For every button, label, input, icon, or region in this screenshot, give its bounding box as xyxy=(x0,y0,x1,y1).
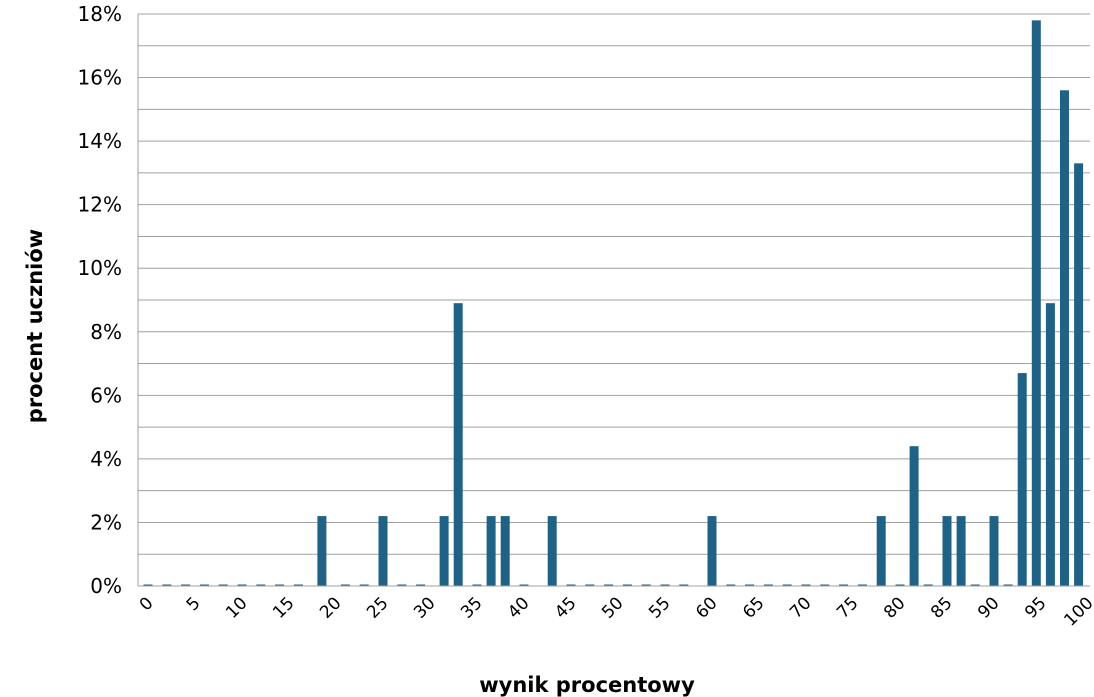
y-tick-label: 18% xyxy=(78,2,122,26)
x-tick-label: 65 xyxy=(739,593,768,622)
x-tick-label: 40 xyxy=(504,593,533,622)
y-tick-label: 2% xyxy=(90,510,122,534)
bar xyxy=(237,584,247,586)
x-tick-label: 5 xyxy=(183,593,205,615)
bar xyxy=(566,584,576,586)
y-tick-label: 16% xyxy=(78,66,122,90)
y-tick-label: 12% xyxy=(78,193,122,217)
bar xyxy=(876,516,886,586)
bar xyxy=(726,584,736,586)
bar xyxy=(970,584,980,586)
bar xyxy=(472,584,482,586)
bar xyxy=(745,584,755,586)
y-tick-label: 0% xyxy=(90,574,122,598)
bar xyxy=(397,584,407,586)
bar xyxy=(547,516,557,586)
bar xyxy=(1031,20,1041,587)
bar xyxy=(679,584,689,586)
bar xyxy=(763,584,773,586)
y-tick-label: 6% xyxy=(90,383,122,407)
x-tick-label: 50 xyxy=(598,593,627,622)
bar xyxy=(199,584,209,586)
bar xyxy=(923,584,933,586)
x-axis-title: wynik procentowy xyxy=(479,673,695,697)
bar xyxy=(585,584,595,586)
bar xyxy=(439,516,449,586)
bar xyxy=(340,584,350,586)
x-tick-label: 85 xyxy=(927,593,956,622)
bar xyxy=(519,584,529,586)
y-tick-label: 8% xyxy=(90,320,122,344)
axes xyxy=(137,14,1090,587)
y-axis-title: procent uczniów xyxy=(23,229,47,423)
bar xyxy=(317,516,327,586)
bar xyxy=(641,584,651,586)
x-tick-label: 95 xyxy=(1021,593,1050,622)
bar xyxy=(162,584,172,586)
bar xyxy=(956,516,966,586)
bar xyxy=(1045,303,1055,586)
x-tick-label: 30 xyxy=(410,593,439,622)
bar xyxy=(839,584,849,586)
bar xyxy=(416,584,426,586)
bar xyxy=(782,584,792,586)
bar xyxy=(801,584,811,586)
bar xyxy=(1074,163,1084,586)
bar xyxy=(378,516,388,586)
x-tick-labels: 0 5 10 15 20 25 30 35 40 45 50 55 60 65 70 75 80 85 90 95 10… xyxy=(136,593,1094,630)
bar xyxy=(857,584,867,586)
bar xyxy=(942,516,952,586)
y-tick-label: 14% xyxy=(78,129,122,153)
bar xyxy=(181,584,191,586)
bar xyxy=(660,584,670,586)
gridlines xyxy=(138,13,1090,587)
x-tick-label: 70 xyxy=(786,593,815,622)
bar xyxy=(453,303,463,586)
x-tick-label: 75 xyxy=(833,593,862,622)
y-tick-label: 10% xyxy=(78,256,122,280)
x-tick-label: 10 xyxy=(222,593,251,622)
x-tick-label: 35 xyxy=(457,593,486,622)
bar xyxy=(486,516,496,586)
bar xyxy=(293,584,303,586)
x-tick-label: 60 xyxy=(692,593,721,622)
x-tick-label: 90 xyxy=(974,593,1003,622)
bar xyxy=(895,584,905,586)
x-tick-label: 20 xyxy=(316,593,345,622)
bar xyxy=(707,516,717,586)
bar xyxy=(604,584,614,586)
bar xyxy=(622,584,632,586)
x-tick-label: 25 xyxy=(363,593,392,622)
bars xyxy=(143,20,1084,587)
bar xyxy=(1003,584,1013,586)
bar xyxy=(500,516,510,586)
bar xyxy=(218,584,228,586)
x-tick-label: 100 xyxy=(1060,593,1094,630)
bar xyxy=(1060,90,1069,587)
x-tick-label: 80 xyxy=(880,593,909,622)
bar xyxy=(143,584,153,586)
x-tick-label: 45 xyxy=(551,593,580,622)
x-tick-label: 15 xyxy=(269,593,298,622)
y-tick-labels: 0% 2% 4% 6% 8% 10% 12% 14% 16% 18% xyxy=(78,2,122,598)
bar xyxy=(256,584,266,586)
bar xyxy=(820,584,830,586)
bar xyxy=(275,584,285,586)
x-tick-label: 55 xyxy=(645,593,674,622)
bar xyxy=(359,584,369,586)
y-tick-label: 4% xyxy=(90,447,122,471)
bar xyxy=(1017,373,1027,586)
bar xyxy=(909,446,919,586)
x-tick-label: 0 xyxy=(136,593,158,615)
bar xyxy=(989,516,999,586)
